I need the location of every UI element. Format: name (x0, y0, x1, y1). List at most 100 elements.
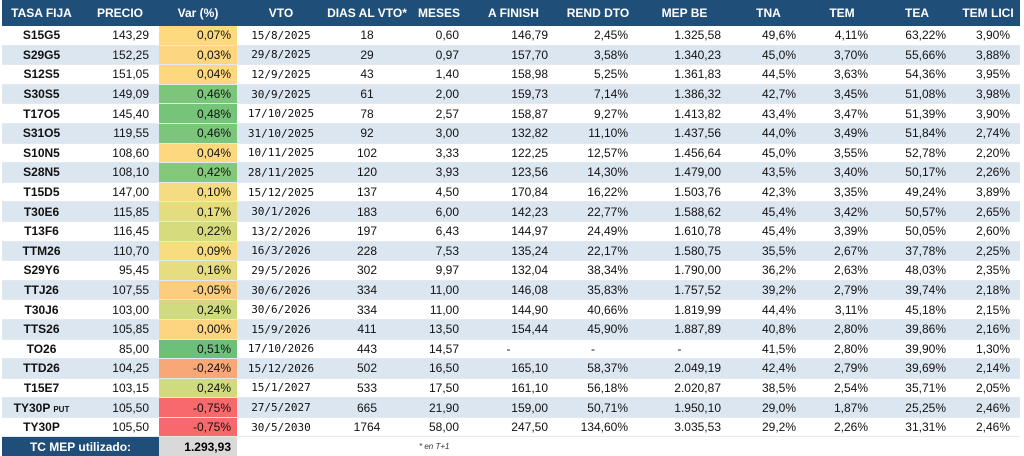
table-row[interactable]: T15D5 147,00 0,10% 15/12/2025 137 4,50 170,84 1… (2, 182, 1020, 202)
col-header-tea[interactable]: TEA (878, 0, 956, 26)
table-row[interactable]: T13F6 116,45 0,22% 13/2/2026 197 6,43 144,97 24… (2, 221, 1020, 241)
table-row[interactable]: S31O5 119,55 0,46% 31/10/2025 92 3,00 132,82 11… (2, 123, 1020, 143)
col-header-rend-dto[interactable]: REND DTO (558, 0, 638, 26)
cell-tna: 38,5% (731, 378, 806, 398)
table-row[interactable]: S29Y6 95,45 0,16% 29/5/2026 302 9,97 132,04 38,… (2, 261, 1020, 281)
table-row[interactable]: T30J6 103,00 0,24% 30/6/2026 334 11,00 144,90 4… (2, 300, 1020, 320)
col-header-tasa-fija[interactable]: TASA FIJA (2, 0, 81, 26)
table-row[interactable]: T30E6 115,85 0,17% 30/1/2026 183 6,00 142,23 22… (2, 202, 1020, 222)
cell-tea: 25,25% (878, 398, 956, 418)
cell-vto: 15/12/2025 (237, 182, 325, 202)
cell-precio: 152,25 (81, 45, 159, 65)
ticker-symbol: TY30P (23, 420, 60, 434)
table-row[interactable]: TY30P 105,50 -0,75% 30/5/2030 1764 58,00 247,5… (2, 417, 1020, 437)
cell-dias: 502 (325, 359, 409, 379)
cell-ticker: T30E6 (2, 202, 81, 222)
cell-tea: 45,18% (878, 300, 956, 320)
cell-dias: 334 (325, 280, 409, 300)
cell-meses: 7,53 (409, 241, 469, 261)
col-header-a-finish[interactable]: A FINISH (469, 0, 558, 26)
table-row[interactable]: T15E7 103,15 0,24% 15/1/2027 533 17,50 161,10 5… (2, 378, 1020, 398)
cell-tna: 43,5% (731, 163, 806, 183)
cell-dias: 102 (325, 143, 409, 163)
table-row[interactable]: TY30P PUT 105,50 -0,75% 27/5/2027 665 21,90 159… (2, 398, 1020, 418)
cell-var: 0,51% (159, 339, 237, 359)
cell-tna: 44,5% (731, 65, 806, 85)
cell-tem: 2,54% (806, 378, 878, 398)
table-row[interactable]: TTS26 105,85 0,00% 15/9/2026 411 13,50 154,44 4… (2, 319, 1020, 339)
cell-dias: 1764 (325, 417, 409, 437)
cell-tna: 36,2% (731, 261, 806, 281)
cell-a-finish: 154,44 (469, 319, 558, 339)
cell-rend-dto: 22,17% (558, 241, 638, 261)
cell-tem: 2,80% (806, 319, 878, 339)
col-header-tem-lici[interactable]: TEM LICI (956, 0, 1020, 26)
col-header-dias[interactable]: DIAS AL VTO* (325, 0, 409, 26)
cell-ticker: T15D5 (2, 182, 81, 202)
table-row[interactable]: TO26 85,00 0,51% 17/10/2026 443 14,57- - -41,5%… (2, 339, 1020, 359)
table-row[interactable]: S10N5 108,60 0,04% 10/11/2025 102 3,33 122,25 1… (2, 143, 1020, 163)
cell-vto: 30/1/2026 (237, 202, 325, 222)
ticker-symbol: TTM26 (22, 244, 60, 258)
cell-tem-lici: 2,18% (956, 280, 1020, 300)
cell-ticker: TY30P PUT (2, 398, 81, 418)
table-row[interactable]: TTJ26 107,55 -0,05% 30/6/2026 334 11,00 146,08… (2, 280, 1020, 300)
ticker-symbol: T30E6 (24, 205, 59, 219)
col-header-tna[interactable]: TNA (731, 0, 806, 26)
cell-vto: 16/3/2026 (237, 241, 325, 261)
table-row[interactable]: T17O5 145,40 0,48% 17/10/2025 78 2,57 158,87 9,… (2, 104, 1020, 124)
cell-var: 0,04% (159, 65, 237, 85)
cell-vto: 13/2/2026 (237, 221, 325, 241)
cell-var: 0,22% (159, 221, 237, 241)
col-header-meses[interactable]: MESES (409, 0, 469, 26)
cell-vto: 29/5/2026 (237, 261, 325, 281)
cell-mep-be: 1.790,00 (638, 261, 731, 281)
footer-spacer (237, 437, 409, 456)
cell-var: 0,07% (159, 26, 237, 45)
table-row[interactable]: TTM26 110,70 0,09% 16/3/2026 228 7,53 135,24 22… (2, 241, 1020, 261)
table-row[interactable]: S28N5 108,10 0,42% 28/11/2025 120 3,93 123,56 1… (2, 163, 1020, 183)
mep-rate-value[interactable]: 1.293,93 (159, 437, 237, 456)
col-header-var[interactable]: Var (%) (159, 0, 237, 26)
cell-rend-dto: 2,45% (558, 26, 638, 45)
cell-var: 0,24% (159, 378, 237, 398)
table-row[interactable]: S15G5 143,29 0,07% 15/8/2025 18 0,60 146,79 2,4… (2, 26, 1020, 45)
col-header-mep-be[interactable]: MEP BE (638, 0, 731, 26)
col-header-vto[interactable]: VTO (237, 0, 325, 26)
col-header-tem[interactable]: TEM (806, 0, 878, 26)
cell-ticker: T17O5 (2, 104, 81, 124)
cell-precio: 115,85 (81, 202, 159, 222)
cell-meses: 0,60 (409, 26, 469, 45)
cell-precio: 119,55 (81, 123, 159, 143)
cell-a-finish: 159,00 (469, 398, 558, 418)
cell-tem: 1,87% (806, 398, 878, 418)
cell-rend-dto: 45,90% (558, 319, 638, 339)
ticker-symbol: S15G5 (23, 28, 60, 42)
cell-vto: 27/5/2027 (237, 398, 325, 418)
table-row[interactable]: S29G5 152,25 0,03% 29/8/2025 29 0,97 157,70 3,5… (2, 45, 1020, 65)
cell-precio: 105,50 (81, 398, 159, 418)
cell-a-finish: 132,04 (469, 261, 558, 281)
col-header-precio[interactable]: PRECIO (81, 0, 159, 26)
cell-mep-be: 1.361,83 (638, 65, 731, 85)
cell-precio: 145,40 (81, 104, 159, 124)
header-row: TASA FIJA PRECIO Var (%) VTO DIAS AL VTO… (2, 0, 1020, 26)
cell-precio: 108,10 (81, 163, 159, 183)
table-row[interactable]: S30S5 149,09 0,46% 30/9/2025 61 2,00 159,73 7,1… (2, 84, 1020, 104)
cell-tem: 3,35% (806, 182, 878, 202)
cell-ticker: S28N5 (2, 163, 81, 183)
cell-tem-lici: 2,14% (956, 359, 1020, 379)
cell-a-finish: 157,70 (469, 45, 558, 65)
table-row[interactable]: S12S5 151,05 0,04% 12/9/2025 43 1,40 158,98 5,2… (2, 65, 1020, 85)
cell-meses: 6,43 (409, 221, 469, 241)
cell-ticker: S12S5 (2, 65, 81, 85)
table-row[interactable]: TTD26 104,25 -0,24% 15/12/2026 502 16,50 165,1… (2, 359, 1020, 379)
cell-tem-lici: 1,30% (956, 339, 1020, 359)
cell-mep-be: 1.437,56 (638, 123, 731, 143)
cell-var: 0,24% (159, 300, 237, 320)
cell-tem: 3,47% (806, 104, 878, 124)
ticker-symbol: TTJ26 (24, 283, 59, 297)
cell-tem-lici: 3,98% (956, 84, 1020, 104)
cell-tem-lici: 2,60% (956, 221, 1020, 241)
ticker-symbol: S12S5 (23, 67, 59, 81)
